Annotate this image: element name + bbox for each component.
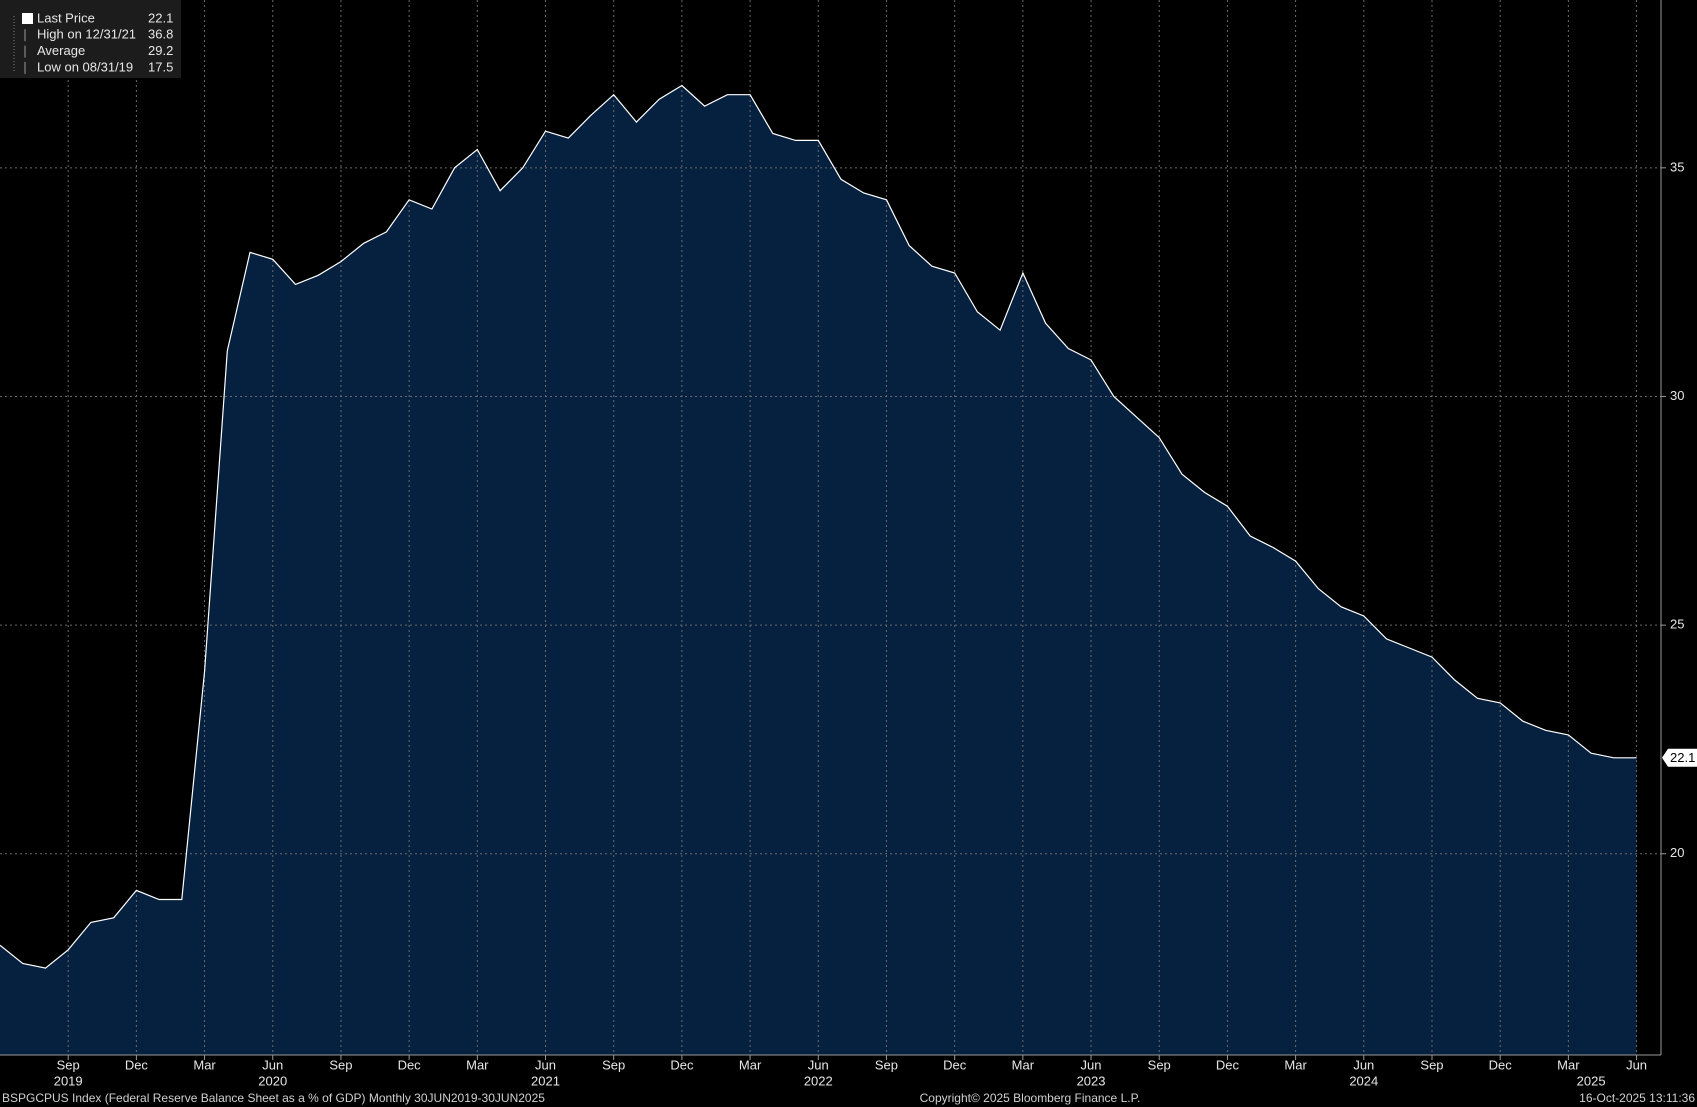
legend: Last Price 22.1 High on 12/31/21 36.8 Averag…	[0, 0, 181, 78]
footer-right: 16-Oct-2025 13:11:36	[1579, 1091, 1695, 1105]
x-tick-label: Dec	[1489, 1057, 1513, 1072]
x-tick-label: Mar	[193, 1057, 216, 1072]
x-tick-label: Jun	[1626, 1057, 1647, 1072]
x-tick-label: Jun	[535, 1057, 556, 1072]
x-tick-label: Sep	[1148, 1057, 1171, 1072]
y-tick-label: 20	[1670, 845, 1684, 860]
legend-value: 29.2	[148, 43, 173, 58]
x-tick-label: Mar	[1012, 1057, 1035, 1072]
x-tick-label: Mar	[1284, 1057, 1307, 1072]
year-label: 2022	[804, 1073, 833, 1088]
year-label: 2025	[1577, 1073, 1606, 1088]
footer-center: Copyright© 2025 Bloomberg Finance L.P.	[920, 1091, 1141, 1105]
x-tick-label: Mar	[466, 1057, 489, 1072]
x-tick-label: Sep	[1420, 1057, 1443, 1072]
x-tick-label: Sep	[57, 1057, 80, 1072]
legend-value: 17.5	[148, 59, 173, 74]
legend-label: Average	[37, 43, 85, 58]
last-value-tag	[1662, 748, 1697, 767]
legend-value: 22.1	[148, 10, 173, 25]
x-tick-label: Mar	[739, 1057, 762, 1072]
x-tick-label: Sep	[602, 1057, 625, 1072]
y-tick-label: 25	[1670, 617, 1684, 632]
year-label: 2019	[54, 1073, 83, 1088]
legend-label: Last Price	[37, 10, 95, 25]
y-tick-label: 30	[1670, 388, 1684, 403]
y-tick-label: 35	[1670, 159, 1684, 174]
x-tick-label: Jun	[262, 1057, 283, 1072]
legend-label: Low on 08/31/19	[37, 59, 133, 74]
year-label: 2021	[531, 1073, 560, 1088]
x-tick-label: Dec	[125, 1057, 149, 1072]
x-tick-label: Jun	[1353, 1057, 1374, 1072]
legend-label: High on 12/31/21	[37, 27, 136, 42]
year-label: 2020	[258, 1073, 287, 1088]
legend-value: 36.8	[148, 27, 173, 42]
line	[0, 84, 1637, 969]
year-label: 2023	[1077, 1073, 1106, 1088]
x-tick-label: Jun	[808, 1057, 829, 1072]
x-tick-label: Dec	[943, 1057, 967, 1072]
x-tick-label: Dec	[1216, 1057, 1240, 1072]
x-tick-label: Sep	[329, 1057, 352, 1072]
legend-swatch	[22, 13, 33, 24]
x-tick-label: Mar	[1557, 1057, 1580, 1072]
last-value-label: 22.1	[1670, 750, 1695, 765]
x-tick-label: Dec	[398, 1057, 422, 1072]
footer-left: BSPGCPUS Index (Federal Reserve Balance …	[2, 1091, 545, 1105]
year-label: 2024	[1349, 1073, 1378, 1088]
x-tick-label: Sep	[875, 1057, 898, 1072]
x-tick-label: Jun	[1081, 1057, 1102, 1072]
x-tick-label: Dec	[670, 1057, 694, 1072]
